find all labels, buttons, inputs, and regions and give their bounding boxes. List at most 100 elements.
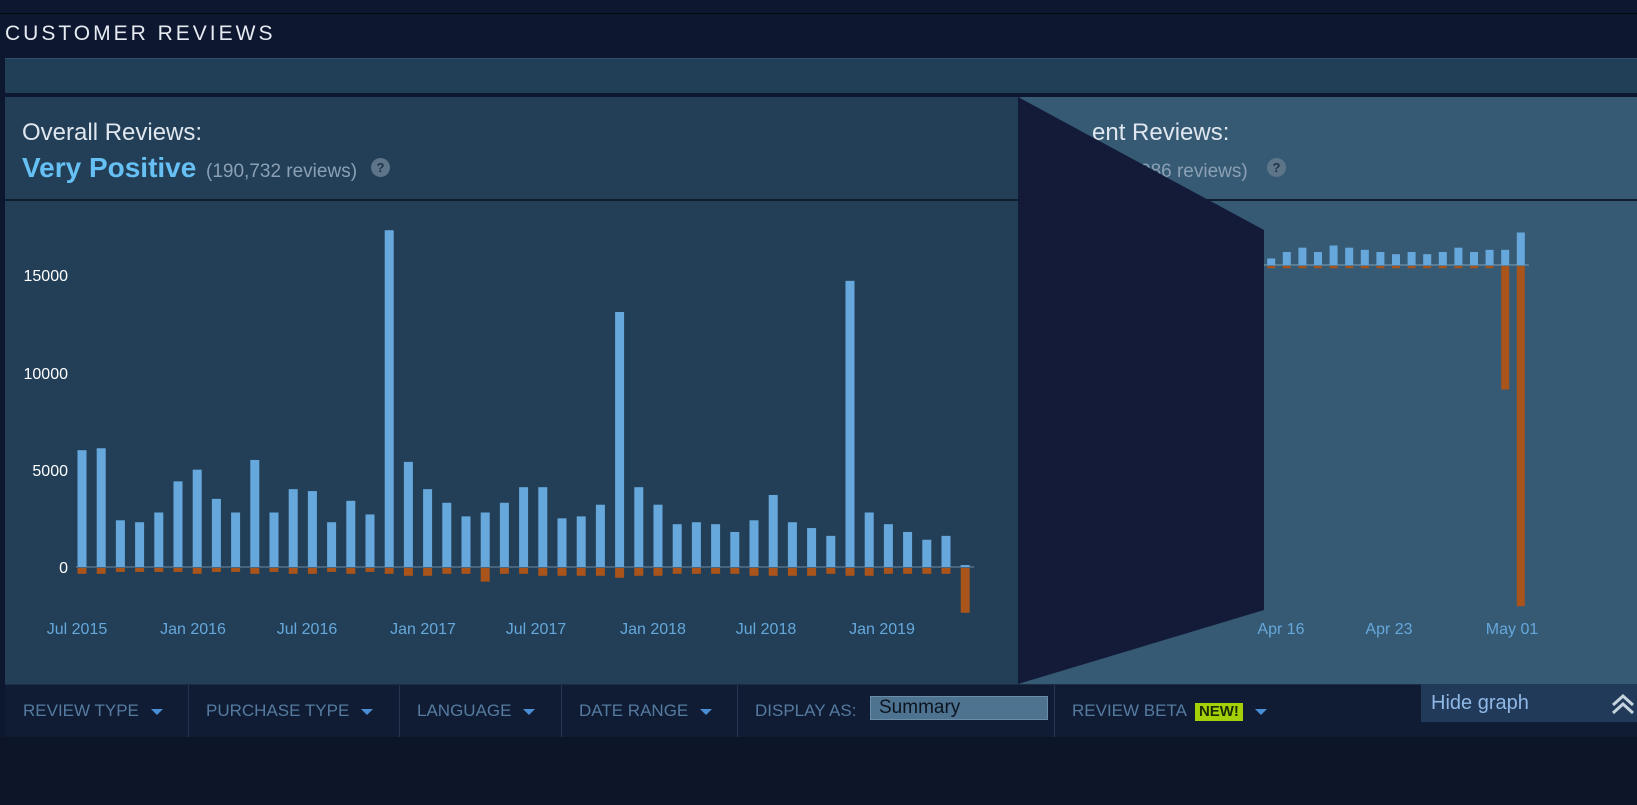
filter-language[interactable]: LANGUAGE — [417, 685, 536, 737]
positive-bar — [538, 487, 548, 567]
filter-bar: REVIEW TYPE PURCHASE TYPE LANGUAGE DATE … — [5, 684, 1637, 737]
filter-divider — [399, 685, 400, 737]
hide-graph-button[interactable]: Hide graph — [1421, 684, 1637, 722]
positive-bar — [615, 311, 625, 567]
caret-down-icon — [361, 708, 374, 715]
x-tick-label: Jul 2018 — [736, 621, 797, 638]
positive-bar — [1376, 252, 1385, 265]
negative-bar — [691, 568, 701, 574]
overall-reviews-label: Overall Reviews: — [22, 119, 203, 146]
negative-bar — [653, 568, 663, 576]
caret-down-icon — [700, 708, 713, 715]
positive-bar — [1298, 247, 1307, 265]
positive-bar — [499, 502, 509, 567]
negative-bar — [115, 568, 125, 572]
positive-bar — [327, 522, 337, 567]
recent-reviews-label: ent Reviews: — [1092, 119, 1230, 146]
negative-bar — [1298, 266, 1307, 269]
page-bottom — [0, 737, 1637, 805]
positive-bar — [941, 535, 951, 567]
filter-review-type-label: REVIEW TYPE — [23, 701, 139, 720]
negative-bar — [615, 568, 625, 578]
positive-bar — [365, 514, 375, 567]
positive-bar — [1423, 254, 1432, 265]
negative-bar — [941, 568, 951, 574]
positive-bar — [711, 524, 721, 567]
negative-bar — [269, 568, 279, 572]
positive-bar — [403, 461, 413, 567]
positive-bar — [442, 502, 452, 567]
overall-rating: Very Positive — [22, 152, 197, 183]
negative-bar — [1501, 266, 1510, 390]
negative-bar — [519, 568, 529, 574]
negative-bar — [211, 568, 221, 572]
positive-bar — [173, 481, 183, 567]
negative-bar — [768, 568, 778, 576]
positive-bar — [1392, 254, 1400, 265]
positive-bar — [211, 498, 221, 567]
positive-bar — [1454, 247, 1463, 265]
positive-bar — [749, 520, 759, 567]
filter-date-range[interactable]: DATE RANGE — [579, 685, 713, 737]
negative-bar — [423, 568, 433, 576]
display-as-select[interactable]: Summary — [870, 696, 1048, 720]
positive-bar — [96, 448, 106, 567]
positive-bar — [922, 539, 932, 567]
negative-bar — [1485, 266, 1494, 269]
negative-bar — [442, 568, 452, 574]
positive-bar — [845, 280, 855, 567]
x-tick-label: Jul 2017 — [506, 621, 567, 638]
negative-bar — [461, 568, 471, 574]
positive-bar — [1282, 252, 1291, 265]
negative-bar — [1329, 266, 1338, 269]
negative-bar — [384, 568, 394, 574]
negative-bar — [1360, 266, 1369, 269]
negative-bar — [346, 568, 356, 574]
filter-language-label: LANGUAGE — [417, 701, 512, 720]
negative-bar — [1454, 266, 1463, 269]
positive-bar — [519, 487, 529, 567]
caret-down-icon — [150, 708, 163, 715]
filter-divider — [188, 685, 189, 737]
negative-bar — [1345, 266, 1354, 269]
negative-bar — [826, 568, 836, 574]
x-tick-label: Jan 2019 — [849, 621, 915, 638]
y-tick-label: 0 — [59, 560, 68, 577]
filter-review-type[interactable]: REVIEW TYPE — [23, 685, 163, 737]
filter-review-beta[interactable]: REVIEW BETA NEW! — [1072, 685, 1267, 737]
display-as-label: DISPLAY AS: — [755, 701, 857, 720]
x-tick-label: Apr 16 — [1257, 621, 1304, 638]
negative-bar — [807, 568, 817, 576]
filter-purchase-type[interactable]: PURCHASE TYPE — [206, 685, 374, 737]
positive-bar — [691, 522, 701, 567]
x-tick-label: Jan 2017 — [390, 621, 456, 638]
negative-bar — [903, 568, 913, 574]
positive-bar — [883, 524, 893, 567]
new-badge: NEW! — [1194, 702, 1243, 721]
positive-bar — [1360, 249, 1369, 265]
header-divider — [5, 199, 1637, 201]
positive-bar — [576, 516, 586, 567]
overall-histogram-chart: 15000 10000 5000 0 Jul 2015 Jan 2016 Jul 2016 J… — [24, 230, 975, 638]
negative-bar — [595, 568, 605, 576]
x-tick-label: Jul 2016 — [277, 621, 338, 638]
recent-help-icon[interactable]: ? — [1267, 158, 1286, 177]
positive-bar — [231, 512, 241, 567]
positive-bar — [346, 500, 356, 567]
negative-bar — [1314, 266, 1322, 269]
negative-bar — [231, 568, 241, 572]
positive-bar — [672, 524, 682, 567]
double-chevron-up-icon — [1611, 693, 1635, 715]
negative-bar — [173, 568, 183, 572]
positive-bar — [1407, 252, 1416, 265]
x-tick-label: Jul 2015 — [47, 621, 108, 638]
positive-bar — [903, 531, 913, 567]
recent-review-count: 286 reviews) — [1140, 161, 1248, 182]
positive-bar — [826, 535, 836, 567]
negative-bar — [1407, 266, 1416, 269]
positive-bar — [864, 512, 874, 567]
negative-bar — [730, 568, 740, 574]
overall-help-icon[interactable]: ? — [371, 158, 390, 177]
negative-bar — [1470, 266, 1478, 269]
x-tick-label: Jan 2016 — [160, 621, 226, 638]
